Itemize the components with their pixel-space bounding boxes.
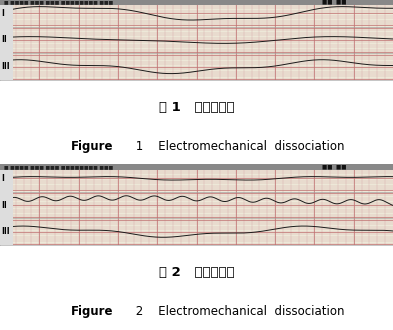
Text: I: I <box>1 174 4 183</box>
Text: ■■  ■■: ■■ ■■ <box>322 165 347 170</box>
Bar <box>0 27 13 53</box>
Text: 2    Electromechanical  dissociation: 2 Electromechanical dissociation <box>132 305 344 318</box>
Text: 1    Electromechanical  dissociation: 1 Electromechanical dissociation <box>132 140 344 153</box>
Text: ■■  ■■: ■■ ■■ <box>322 0 347 5</box>
Text: 图 1   电机械分离: 图 1 电机械分离 <box>159 101 234 114</box>
Bar <box>0 0 13 27</box>
Bar <box>0 53 13 80</box>
Text: Figure: Figure <box>71 305 113 318</box>
Text: 图 2   电机械分离: 图 2 电机械分离 <box>159 266 234 279</box>
Text: Figure: Figure <box>71 140 113 153</box>
Bar <box>0 192 13 218</box>
Text: III: III <box>1 227 10 236</box>
Text: II: II <box>1 36 7 45</box>
Text: III: III <box>1 62 10 71</box>
Text: I: I <box>1 9 4 18</box>
Text: ■ ■■■■ ■■■ ■■■ ■■■■■■■■ ■■■: ■ ■■■■ ■■■ ■■■ ■■■■■■■■ ■■■ <box>4 165 113 170</box>
Text: II: II <box>1 201 7 210</box>
Text: ■ ■■■■ ■■■ ■■■ ■■■■■■■■ ■■■: ■ ■■■■ ■■■ ■■■ ■■■■■■■■ ■■■ <box>4 0 113 5</box>
Bar <box>0 165 13 192</box>
Bar <box>0 218 13 245</box>
